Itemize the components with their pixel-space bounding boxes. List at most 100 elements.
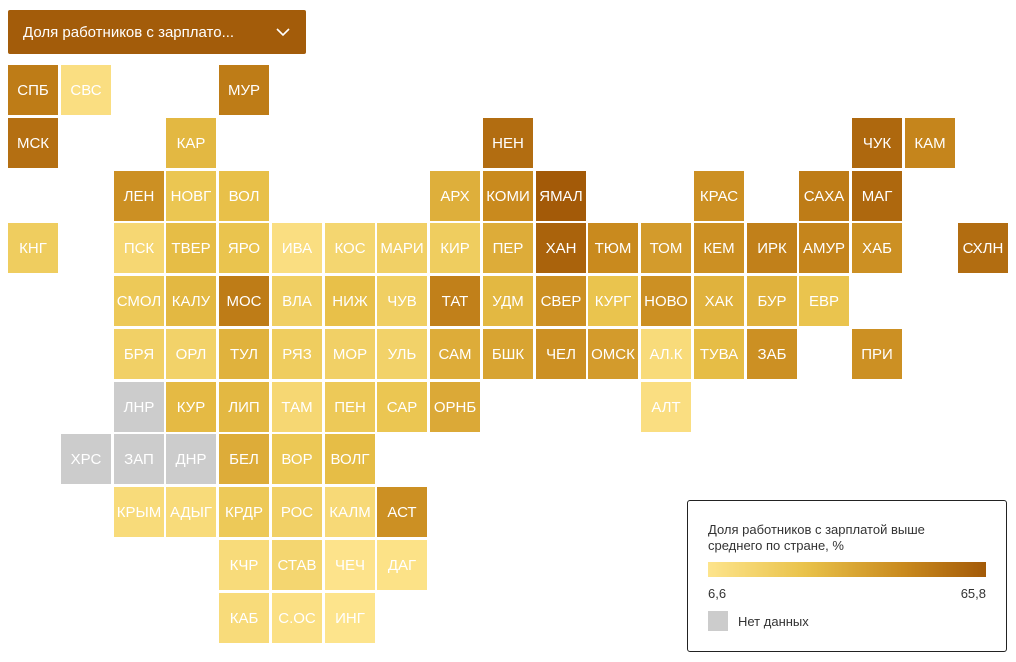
region-tile[interactable]: МАРИ <box>377 223 427 273</box>
region-tile[interactable]: ХАК <box>694 276 744 326</box>
region-tile[interactable]: НИЖ <box>325 276 375 326</box>
region-tile[interactable]: ЛЕН <box>114 171 164 221</box>
region-tile[interactable]: КАЛУ <box>166 276 216 326</box>
region-tile[interactable]: ХАБ <box>852 223 902 273</box>
region-tile[interactable]: МСК <box>8 118 58 168</box>
region-tile[interactable]: КЕМ <box>694 223 744 273</box>
region-tile[interactable]: ХАН <box>536 223 586 273</box>
region-tile[interactable]: ОРНБ <box>430 382 480 432</box>
region-tile[interactable]: АСТ <box>377 487 427 537</box>
region-tile[interactable]: КРЫМ <box>114 487 164 537</box>
region-tile[interactable]: ЛИП <box>219 382 269 432</box>
region-tile[interactable]: МУР <box>219 65 269 115</box>
region-tile[interactable]: ВОР <box>272 434 322 484</box>
region-tile[interactable]: САР <box>377 382 427 432</box>
region-tile[interactable]: КИР <box>430 223 480 273</box>
region-tile[interactable]: ТОМ <box>641 223 691 273</box>
region-tile[interactable]: ДНР <box>166 434 216 484</box>
region-tile[interactable]: ОМСК <box>588 329 638 379</box>
region-tile[interactable]: ИРК <box>747 223 797 273</box>
region-tile[interactable]: БЕЛ <box>219 434 269 484</box>
region-tile[interactable]: СТАВ <box>272 540 322 590</box>
region-tile[interactable]: НОВО <box>641 276 691 326</box>
region-tile[interactable]: ЧЕЛ <box>536 329 586 379</box>
region-tile[interactable]: БШК <box>483 329 533 379</box>
region-tile[interactable]: БУР <box>747 276 797 326</box>
region-tile[interactable]: ЗАБ <box>747 329 797 379</box>
region-tile[interactable]: БРЯ <box>114 329 164 379</box>
region-tile[interactable]: ТУВА <box>694 329 744 379</box>
region-tile[interactable]: НОВГ <box>166 171 216 221</box>
region-tile[interactable]: ТВЕР <box>166 223 216 273</box>
legend-nodata-swatch <box>708 611 728 631</box>
region-tile[interactable]: КУР <box>166 382 216 432</box>
region-tile[interactable]: АРХ <box>430 171 480 221</box>
legend-nodata-label: Нет данных <box>738 614 809 629</box>
region-tile[interactable]: САХА <box>799 171 849 221</box>
region-tile[interactable]: СПБ <box>8 65 58 115</box>
legend-min-label: 6,6 <box>708 586 727 601</box>
legend-title: Доля работников с зарплатой выше среднег… <box>708 522 925 553</box>
indicator-dropdown[interactable]: Доля работников с зарплато... <box>8 10 306 54</box>
region-tile[interactable]: ЯРО <box>219 223 269 273</box>
region-tile[interactable]: ЧУВ <box>377 276 427 326</box>
region-tile[interactable]: ЛНР <box>114 382 164 432</box>
region-tile[interactable]: КЧР <box>219 540 269 590</box>
region-tile[interactable]: МОР <box>325 329 375 379</box>
dropdown-label: Доля работников с зарплато... <box>23 23 235 41</box>
chevron-down-icon <box>276 28 290 37</box>
region-tile[interactable]: ВОЛ <box>219 171 269 221</box>
region-tile[interactable]: СВС <box>61 65 111 115</box>
region-tile[interactable]: КРАС <box>694 171 744 221</box>
region-tile[interactable]: ПЕН <box>325 382 375 432</box>
region-tile[interactable]: РОС <box>272 487 322 537</box>
region-tile[interactable]: КНГ <box>8 223 58 273</box>
region-tile[interactable]: ЧУК <box>852 118 902 168</box>
region-tile[interactable]: ТУЛ <box>219 329 269 379</box>
region-tile[interactable]: МОС <box>219 276 269 326</box>
region-tile[interactable]: АЛТ <box>641 382 691 432</box>
region-tile[interactable]: ВОЛГ <box>325 434 375 484</box>
region-tile[interactable]: УЛЬ <box>377 329 427 379</box>
region-tile[interactable]: ЧЕЧ <box>325 540 375 590</box>
region-tile[interactable]: КАМ <box>905 118 955 168</box>
region-tile[interactable]: ВЛА <box>272 276 322 326</box>
region-tile[interactable]: ИНГ <box>325 593 375 643</box>
region-tile[interactable]: КАР <box>166 118 216 168</box>
region-tile[interactable]: ПРИ <box>852 329 902 379</box>
region-tile[interactable]: МАГ <box>852 171 902 221</box>
region-tile[interactable]: КАЛМ <box>325 487 375 537</box>
region-tile[interactable]: ЯМАЛ <box>536 171 586 221</box>
region-tile[interactable]: КАБ <box>219 593 269 643</box>
region-tile[interactable]: ХРС <box>61 434 111 484</box>
region-tile[interactable]: КРДР <box>219 487 269 537</box>
region-tile[interactable]: КОМИ <box>483 171 533 221</box>
legend-max-label: 65,8 <box>960 586 986 601</box>
region-tile[interactable]: ДАГ <box>377 540 427 590</box>
region-tile[interactable]: ПСК <box>114 223 164 273</box>
region-tile[interactable]: САМ <box>430 329 480 379</box>
region-tile[interactable]: ТЮМ <box>588 223 638 273</box>
region-tile[interactable]: ТАТ <box>430 276 480 326</box>
region-tile[interactable]: СХЛН <box>958 223 1008 273</box>
region-tile[interactable]: ПЕР <box>483 223 533 273</box>
region-tile[interactable]: ИВА <box>272 223 322 273</box>
region-tile[interactable]: КОС <box>325 223 375 273</box>
region-tile[interactable]: АЛ.К <box>641 329 691 379</box>
region-tile[interactable]: НЕН <box>483 118 533 168</box>
region-tile[interactable]: РЯЗ <box>272 329 322 379</box>
region-tile[interactable]: СВЕР <box>536 276 586 326</box>
region-tile[interactable]: КУРГ <box>588 276 638 326</box>
region-tile[interactable]: СМОЛ <box>114 276 164 326</box>
region-tile[interactable]: ОРЛ <box>166 329 216 379</box>
region-tile[interactable]: С.ОС <box>272 593 322 643</box>
region-tile[interactable]: ТАМ <box>272 382 322 432</box>
region-tile[interactable]: АМУР <box>799 223 849 273</box>
region-tile[interactable]: УДМ <box>483 276 533 326</box>
region-tile[interactable]: ЕВР <box>799 276 849 326</box>
region-tile[interactable]: АДЫГ <box>166 487 216 537</box>
region-tile[interactable]: ЗАП <box>114 434 164 484</box>
legend-gradient-bar <box>708 562 986 577</box>
legend: Доля работников с зарплатой выше среднег… <box>687 500 1007 652</box>
